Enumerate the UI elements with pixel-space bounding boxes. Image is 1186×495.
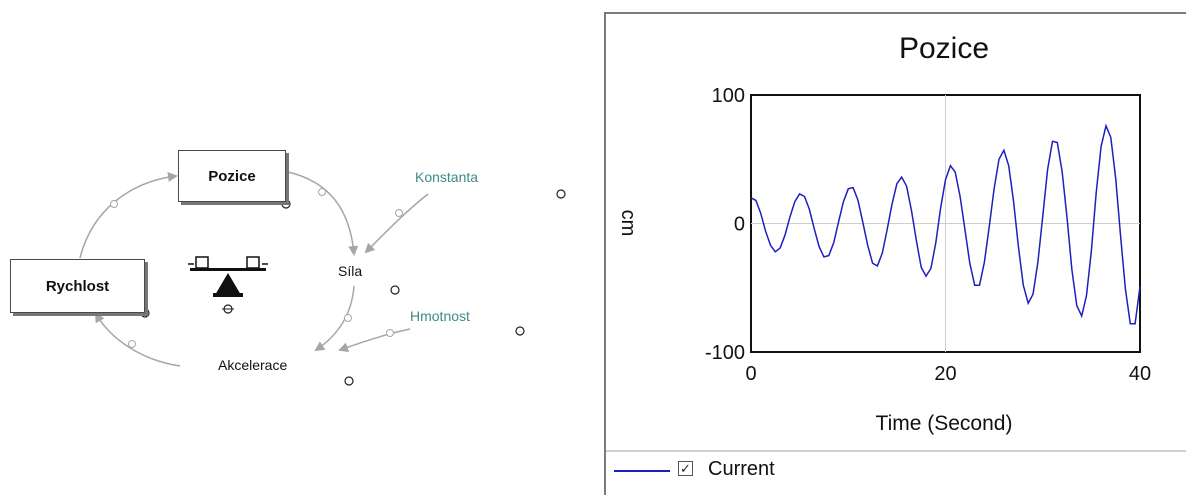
link-handle[interactable] bbox=[128, 340, 136, 348]
pozice-handle[interactable] bbox=[281, 199, 291, 209]
akcelerace-handle[interactable] bbox=[344, 376, 354, 386]
link-sila-akcelerace[interactable] bbox=[314, 285, 355, 352]
hmotnost-label: Hmotnost bbox=[410, 308, 470, 324]
sila-handle[interactable] bbox=[390, 285, 400, 295]
link-akcelerace-rychlost[interactable] bbox=[94, 312, 181, 367]
link-handle[interactable] bbox=[344, 314, 352, 322]
diagram-canvas bbox=[79, 171, 566, 386]
link-hmotnost-akcelerace[interactable] bbox=[338, 328, 411, 352]
variable-sila[interactable]: Síla bbox=[338, 263, 362, 279]
legend-checkbox[interactable]: ✓ bbox=[678, 461, 693, 476]
link-konstanta-sila[interactable] bbox=[364, 193, 429, 254]
stock-pozice-label: Pozice bbox=[208, 167, 256, 185]
stock-rychlost[interactable]: Rychlost bbox=[10, 259, 145, 313]
variable-akcelerace[interactable]: Akcelerace bbox=[218, 357, 287, 373]
model-diagram[interactable]: Pozice Rychlost Konstanta Síla Hmotnost … bbox=[0, 0, 600, 495]
akcelerace-label: Akcelerace bbox=[218, 357, 288, 373]
link-handle[interactable] bbox=[395, 209, 403, 217]
constant-hmotnost[interactable]: Hmotnost bbox=[410, 308, 470, 324]
stock-pozice[interactable]: Pozice bbox=[178, 150, 286, 202]
link-rychlost-pozice[interactable] bbox=[79, 172, 178, 259]
legend-swatch bbox=[614, 470, 670, 472]
legend-label[interactable]: Current bbox=[708, 458, 775, 480]
legend-separator bbox=[606, 450, 1186, 452]
link-handle[interactable] bbox=[110, 200, 118, 208]
link-handle[interactable] bbox=[386, 329, 394, 337]
constant-konstanta[interactable]: Konstanta bbox=[415, 169, 478, 185]
sila-label: Síla bbox=[338, 263, 363, 279]
link-pozice-sila[interactable] bbox=[287, 171, 359, 256]
hmotnost-handle[interactable] bbox=[515, 326, 525, 336]
balancing-loop-icon[interactable] bbox=[188, 256, 268, 314]
stock-rychlost-label: Rychlost bbox=[45, 277, 110, 295]
graph-panel[interactable] bbox=[604, 12, 1186, 495]
link-handle[interactable] bbox=[318, 188, 326, 196]
konstanta-handle[interactable] bbox=[556, 189, 566, 199]
konstanta-label: Konstanta bbox=[415, 169, 479, 185]
